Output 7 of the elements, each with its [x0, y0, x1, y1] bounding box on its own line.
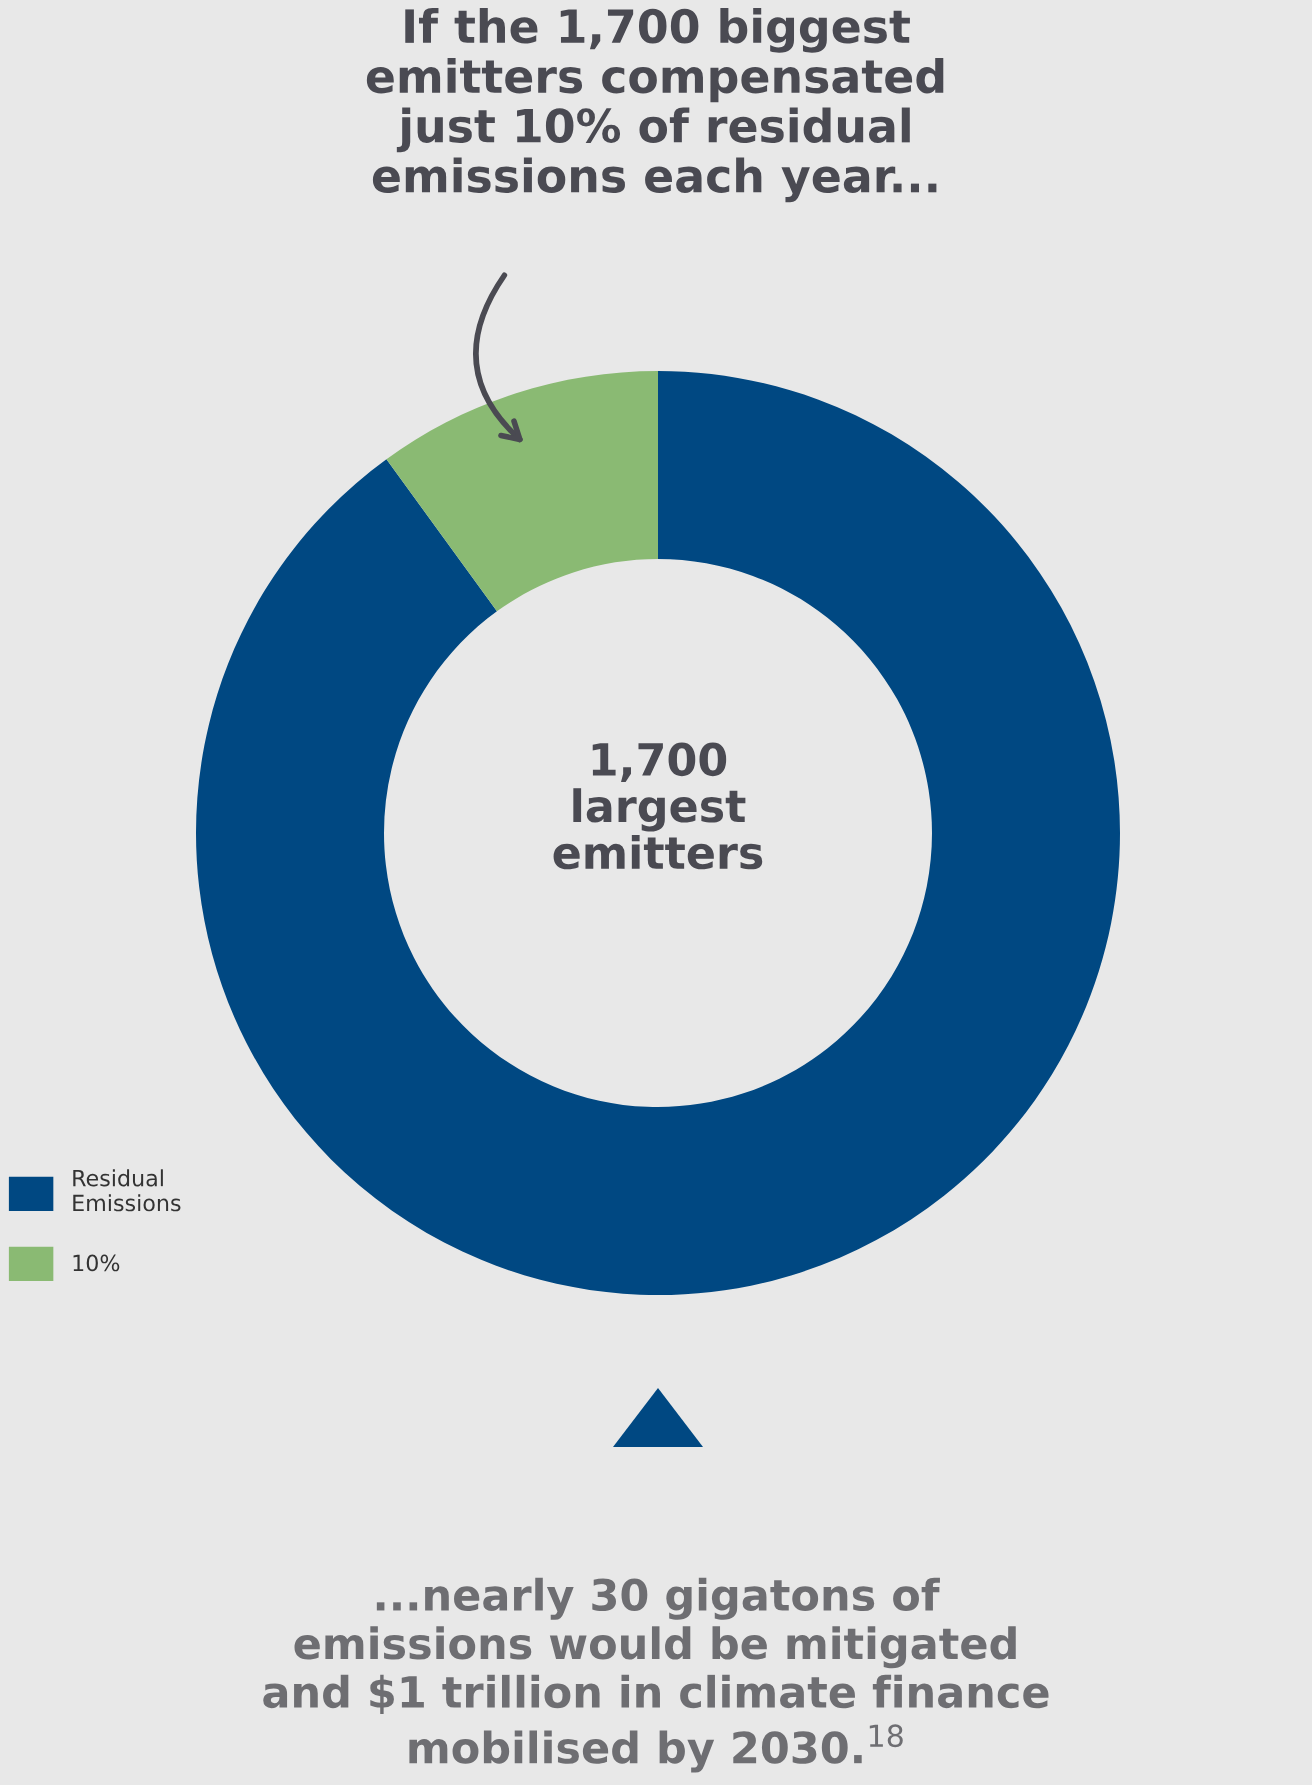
legend-label: Residual Emissions [73, 1169, 181, 1212]
text: 1,700 largest emitters [553, 742, 763, 870]
donut-slice [386, 371, 658, 612]
legend-label: 10% [73, 1254, 120, 1272]
chart-title: If the 1,700 biggest emitters compensated just 10% of residual emissions each year... [366, 8, 944, 203]
text: ...nearly 30 gigatons of emissions would be mitigated and $1 trillion in climate finance mobilised by 2030.$^{18}$ [263, 1577, 1049, 1773]
donut-slice [196, 371, 1120, 1295]
